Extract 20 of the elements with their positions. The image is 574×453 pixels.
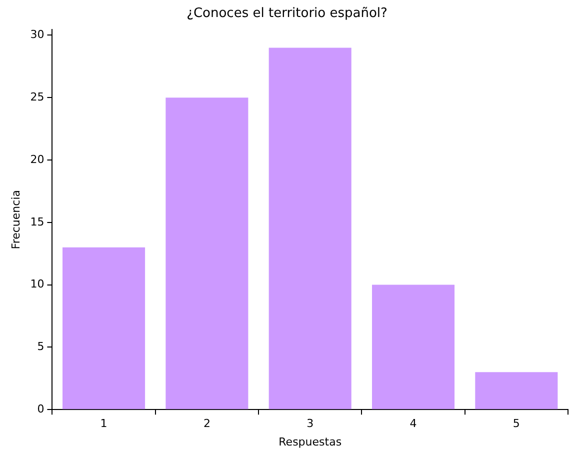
y-tick-label: 25 [30, 90, 44, 104]
bar [268, 48, 352, 410]
y-tick-label: 10 [30, 278, 44, 291]
y-tick-label: 30 [30, 28, 44, 42]
bar [166, 98, 248, 410]
x-tick-label: 4 [410, 417, 417, 430]
x-axis-title: Respuestas [278, 435, 342, 448]
y-tick-label: 5 [37, 340, 44, 354]
x-tick-label: 1 [100, 417, 108, 430]
bar [475, 372, 558, 410]
x-tick-label: 5 [512, 417, 520, 430]
y-tick-label: 20 [30, 152, 44, 166]
x-tick-label: 2 [203, 417, 210, 430]
x-tick-label: 3 [306, 417, 314, 430]
chart-title: ¿Conoces el territorio español? [186, 6, 388, 22]
y-tick-label: 0 [37, 402, 44, 416]
y-tick-label: 15 [30, 215, 44, 228]
bar [62, 247, 146, 410]
bar [372, 284, 455, 410]
y-axis-title: Frecuencia [9, 190, 22, 250]
